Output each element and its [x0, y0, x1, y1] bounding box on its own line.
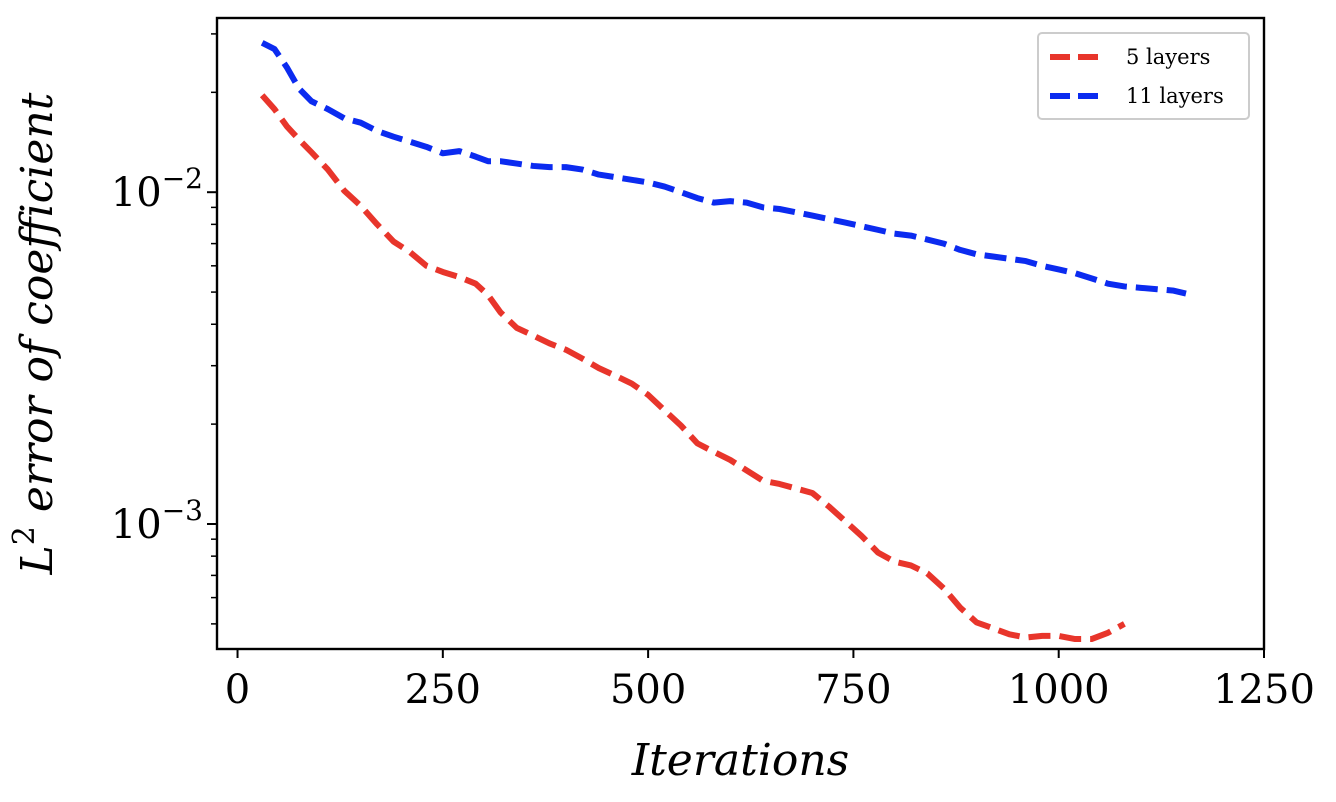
- series-line-2: [260, 40, 1187, 297]
- plot-frame: [215, 16, 1266, 651]
- x-tick-label: 750: [815, 667, 891, 713]
- x-tick-label: 1250: [1213, 667, 1315, 713]
- x-tick-label: 250: [405, 667, 481, 713]
- legend: 5 layers 11 layers: [1037, 32, 1250, 120]
- x-axis-label: Iterations: [631, 735, 850, 786]
- y-tick-label: 10−2: [111, 162, 203, 216]
- y-axis-label: L2 error of coefficient: [7, 92, 63, 575]
- x-tick-label: 0: [225, 667, 250, 713]
- y-tick-label: 10−3: [111, 494, 203, 548]
- x-tick-label: 500: [610, 667, 686, 713]
- legend-label-2: 11 layers: [1126, 84, 1224, 108]
- axes-layer: 0 250 500 750 1000 1250 10−3 10−2 Iterations L2 e…: [7, 16, 1315, 786]
- series-line-1: [259, 93, 1126, 643]
- series-layer: [259, 40, 1187, 643]
- x-tick-label: 1000: [1008, 667, 1110, 713]
- legend-label-1: 5 layers: [1126, 45, 1210, 69]
